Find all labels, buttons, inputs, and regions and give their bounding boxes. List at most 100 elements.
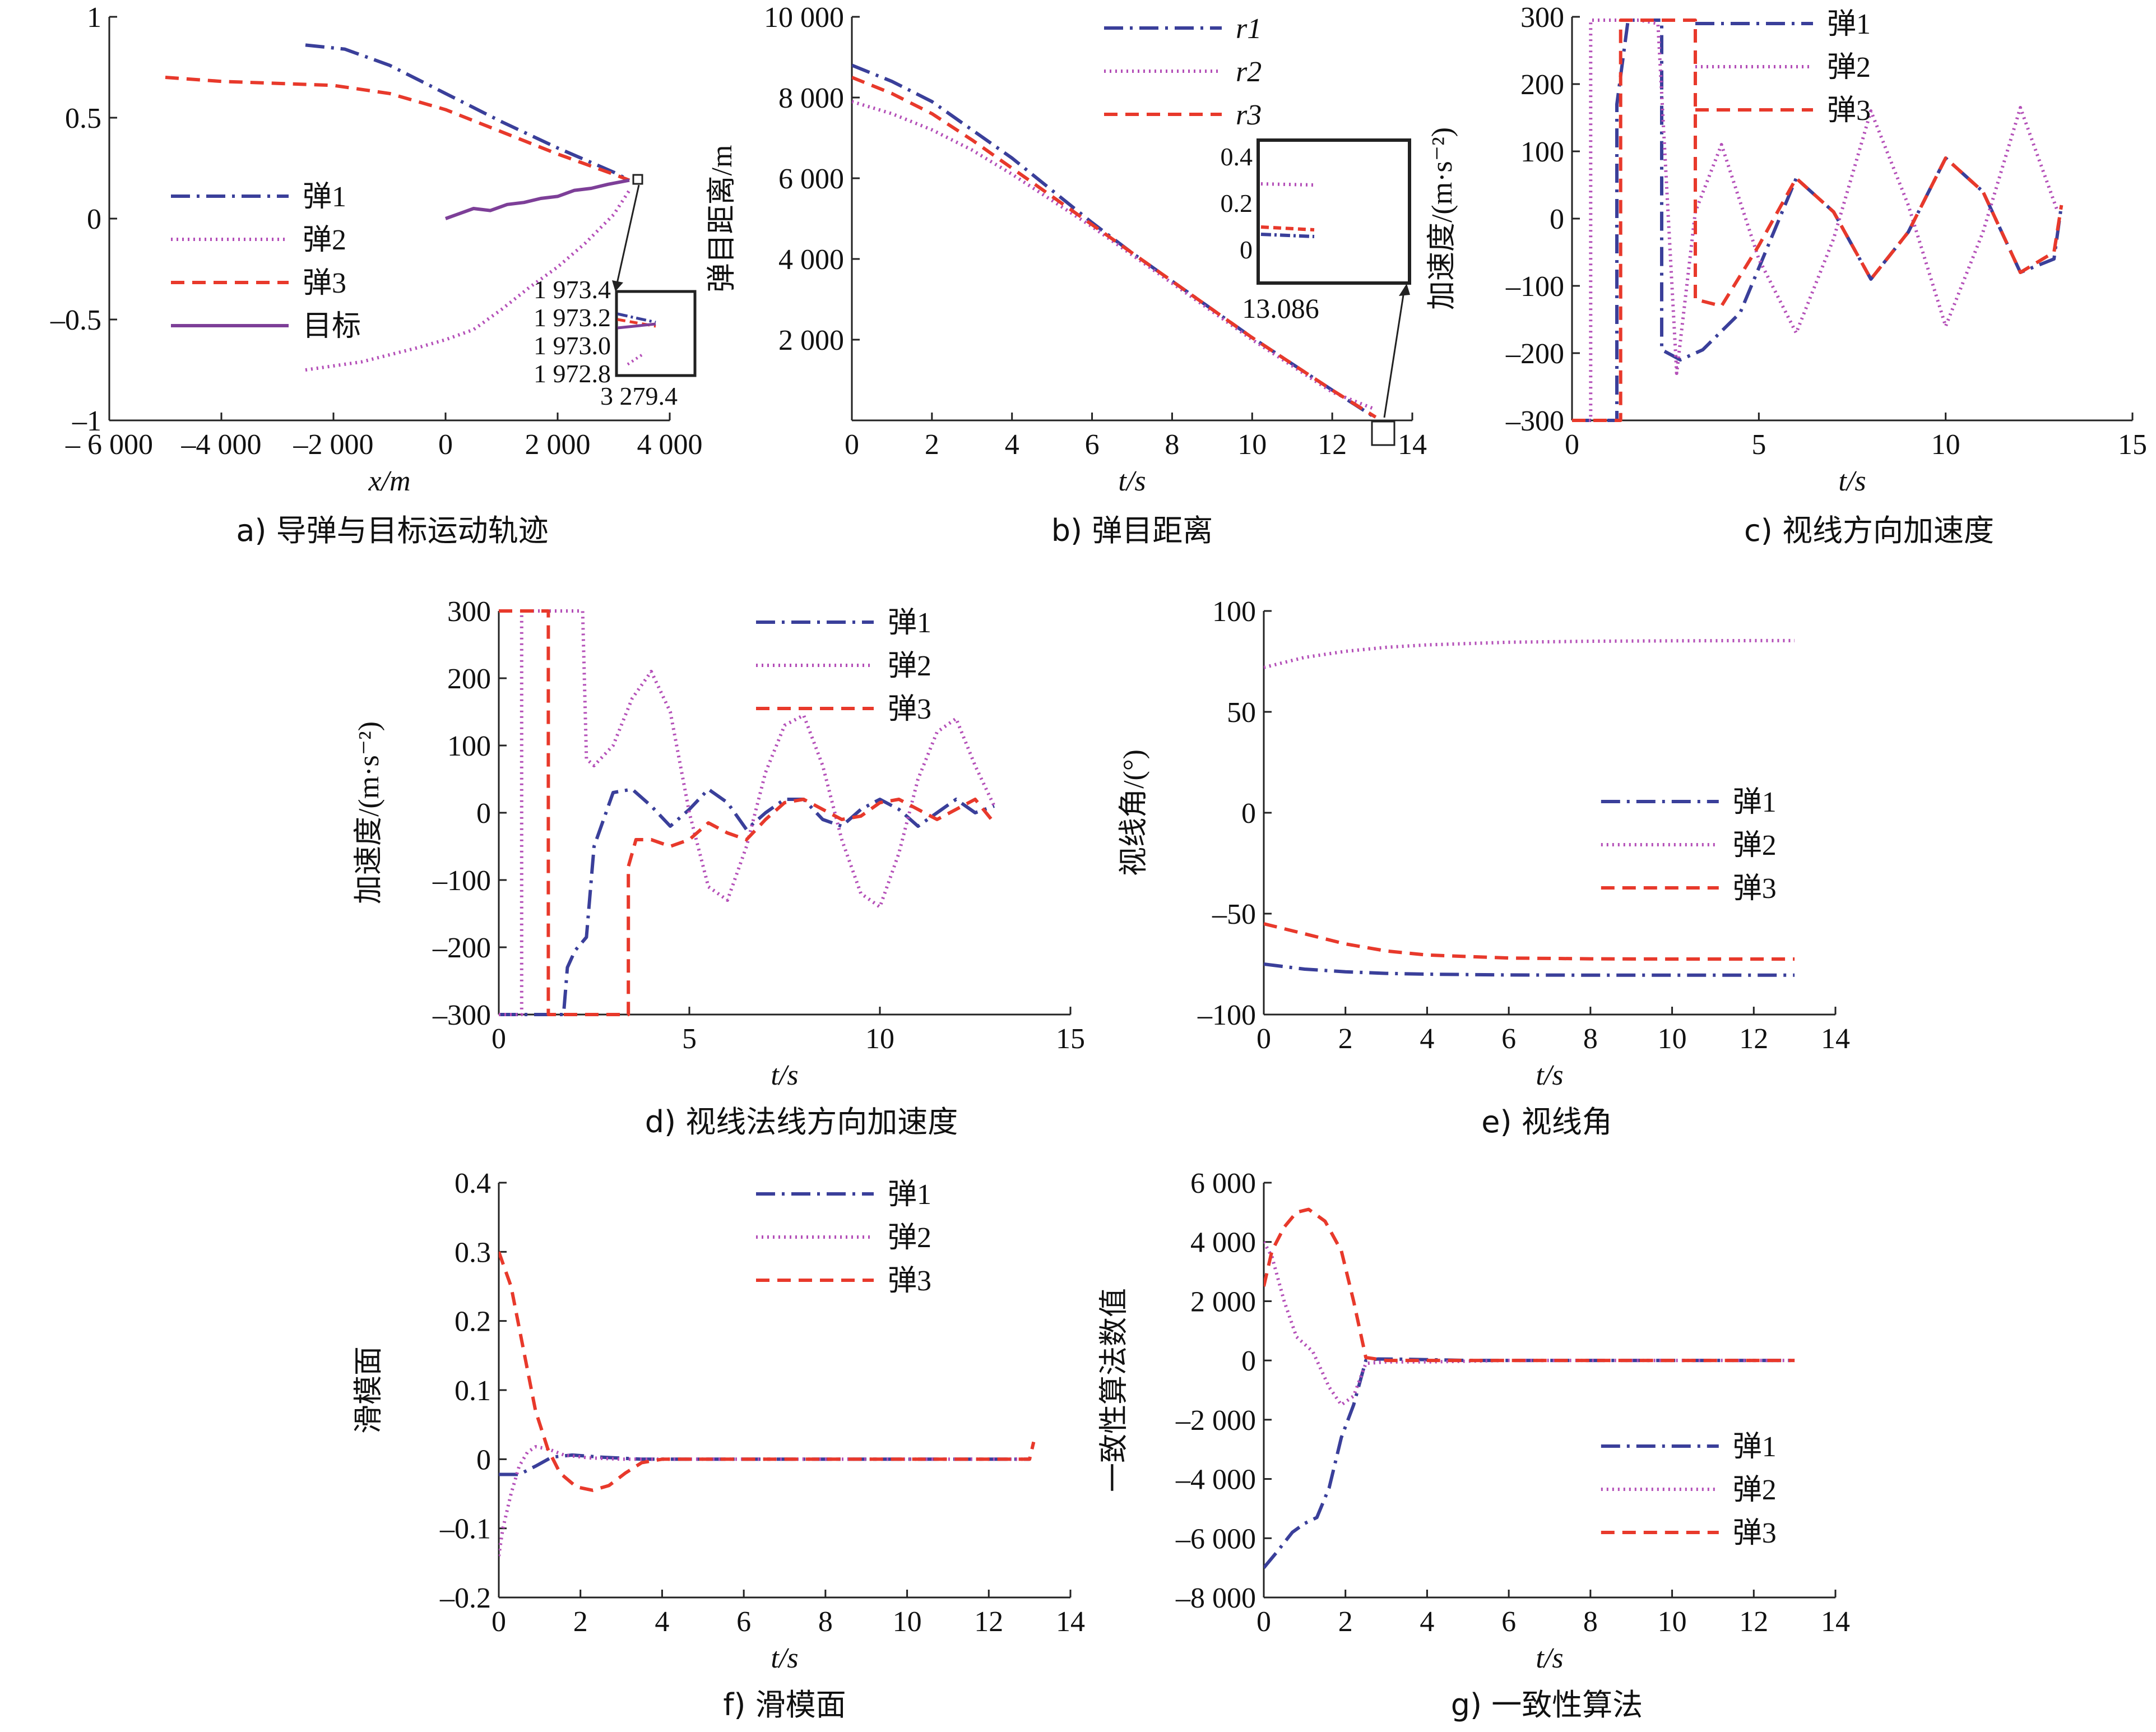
series-line-1 <box>1264 962 1795 977</box>
x-tick-label: 14 <box>1398 429 1427 461</box>
x-tick-label: 15 <box>2118 429 2147 461</box>
inset-tick-label: 0 <box>1240 235 1253 264</box>
series-line-2 <box>1264 638 1795 669</box>
y-tick-label: 6 000 <box>1190 1168 1256 1200</box>
y-tick-label: –200 <box>432 932 491 964</box>
inset-line <box>617 322 656 330</box>
inset-tick-label: 1 973.2 <box>534 303 611 332</box>
legend-label: 弹1 <box>1733 1431 1777 1463</box>
chart-c: 0 5 10 15 –300 –200 –100 0 100 200 300 t/s 加速度/(m·s⁻… <box>1426 2 2147 548</box>
series-line-2 <box>1572 18 2060 422</box>
x-axis-label: t/s <box>771 1059 798 1091</box>
x-tick-label: 5 <box>1751 429 1766 461</box>
legend-label: 弹3 <box>888 693 931 725</box>
x-tick-label: 12 <box>1318 429 1347 461</box>
inset-line <box>1260 233 1315 238</box>
series-line-1 <box>1572 18 2064 422</box>
x-tick-label: –4 000 <box>181 429 262 461</box>
y-tick-label: 8 000 <box>778 82 844 114</box>
y-tick-label: 0.4 <box>455 1168 491 1200</box>
y-axis-label: 滑模面 <box>353 1346 385 1434</box>
series-line-1 <box>305 43 630 182</box>
chart-caption: e) 视线角 <box>1481 1104 1612 1140</box>
legend: 弹1 弹2 弹3 目标 <box>171 181 361 342</box>
x-tick-label: 8 <box>1165 429 1179 461</box>
y-tick-label: –100 <box>1197 999 1256 1031</box>
legend-label: 弹2 <box>888 1222 931 1254</box>
x-tick-label: 2 <box>1338 1023 1353 1055</box>
y-tick-label: 100 <box>1520 136 1564 168</box>
y-tick-label: –300 <box>432 999 491 1031</box>
y-tick-label: –50 <box>1212 899 1256 930</box>
x-tick-label: 6 <box>1501 1606 1516 1638</box>
series-line-2 <box>1264 1241 1795 1407</box>
legend-label: 弹2 <box>888 650 931 682</box>
x-tick-label: 4 <box>1005 429 1019 461</box>
y-tick-label: 300 <box>1520 2 1564 34</box>
inset-box <box>1256 138 1411 285</box>
x-axis-label: t/s <box>1838 465 1866 497</box>
y-tick-label: 1 <box>87 2 101 34</box>
x-tick-label: 4 <box>1420 1606 1434 1638</box>
legend-label: 弹2 <box>1733 1474 1777 1506</box>
y-axis-label: 视线角/(°) <box>1118 749 1150 876</box>
inset-box <box>615 290 697 377</box>
x-tick-label: 4 <box>1420 1023 1434 1055</box>
x-tick-label: 0 <box>1256 1023 1271 1055</box>
legend-label: 弹3 <box>1827 95 1871 127</box>
y-axis-label: 一致性算法数值 <box>1098 1288 1130 1492</box>
x-tick-label: 6 <box>1085 429 1100 461</box>
y-tick-label: –8 000 <box>1175 1582 1256 1614</box>
legend-label: 弹1 <box>888 1179 931 1211</box>
x-tick-label: 0 <box>1565 429 1579 461</box>
y-tick-label: 0.1 <box>455 1375 491 1407</box>
x-tick-label: 14 <box>1056 1606 1085 1638</box>
chart-g: 0 2 4 6 8 10 12 14 –8 000 –6 000 –4 000 –2 000 0 2 00… <box>1098 1168 1850 1722</box>
y-axis-label: 加速度/(m·s⁻²) <box>353 721 385 904</box>
x-tick-label: – 6 000 <box>65 429 153 461</box>
y-tick-label: 200 <box>447 663 491 695</box>
x-axis-label: t/s <box>1536 1059 1563 1091</box>
legend-label: r1 <box>1236 13 1262 45</box>
series-line-1 <box>499 788 995 1016</box>
y-tick-label: –0.1 <box>439 1513 491 1545</box>
y-tick-label: 300 <box>447 596 491 628</box>
y-tick-label: –0.5 <box>50 304 101 336</box>
inset-line <box>617 312 656 324</box>
series-line-3 <box>1572 18 2064 422</box>
chart-b: 0 2 4 6 8 10 12 14 2 000 4 000 6 000 8 000 10 000 t/s… <box>706 2 1427 548</box>
x-tick-label: 5 <box>682 1023 697 1055</box>
y-tick-label: –200 <box>1505 338 1564 370</box>
chart-caption: g) 一致性算法 <box>1451 1687 1643 1722</box>
inset-tick-label: 1 973.4 <box>534 275 611 304</box>
y-tick-label: –0.2 <box>439 1582 491 1614</box>
series-line-3 <box>165 76 630 182</box>
inset-tick-label: 1 972.8 <box>534 359 611 388</box>
x-tick-label: 8 <box>818 1606 833 1638</box>
series-line-3 <box>852 76 1377 419</box>
legend-label: 弹3 <box>1733 1517 1777 1549</box>
y-tick-label: –1 <box>72 405 101 437</box>
inset-tick-label: 0.2 <box>1221 189 1253 217</box>
x-tick-label: 2 000 <box>525 429 591 461</box>
inset-arrowhead <box>1399 284 1410 296</box>
y-tick-label: –2 000 <box>1175 1405 1256 1437</box>
inset-tick-label: 0.4 <box>1221 142 1253 171</box>
chart-caption: f) 滑模面 <box>723 1687 846 1722</box>
inset-target-box <box>1371 420 1395 446</box>
legend-label: 弹2 <box>303 224 346 256</box>
x-tick-label: 0 <box>845 429 859 461</box>
series-line-2 <box>305 189 631 372</box>
y-tick-label: 6 000 <box>778 163 844 195</box>
x-tick-label: 10 <box>1658 1023 1687 1055</box>
x-tick-label: 4 <box>655 1606 669 1638</box>
legend-label: 弹3 <box>303 267 346 299</box>
legend-label: 弹3 <box>888 1265 931 1297</box>
x-tick-label: –2 000 <box>293 429 374 461</box>
legend: 弹1 弹2 弹3 <box>756 607 931 725</box>
x-tick-label: 10 <box>1931 429 1960 461</box>
legend-label: 弹2 <box>1733 830 1777 862</box>
inset-arrow <box>615 184 640 286</box>
y-tick-label: 2 000 <box>778 325 844 356</box>
